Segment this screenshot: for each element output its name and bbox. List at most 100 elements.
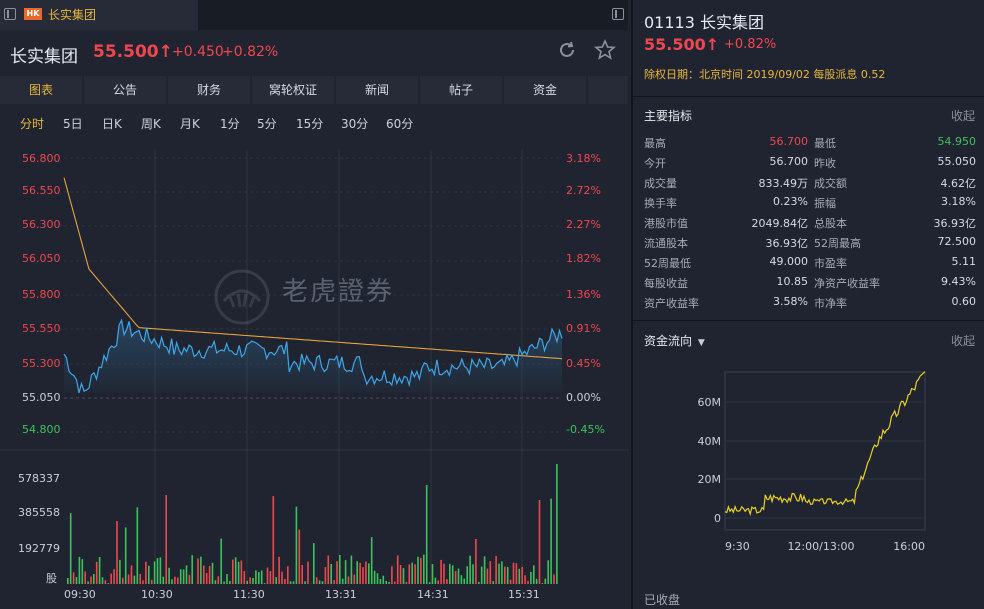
volume-bar [208, 566, 211, 584]
intraday-chart[interactable]: 老虎證券 56.800 56.550 56.300 56.050 55.800 … [0, 140, 628, 609]
volume-bar [399, 565, 402, 584]
tab-warrants[interactable]: 窝轮权证 [252, 76, 334, 104]
stock-price: 55.500↑ [93, 42, 173, 62]
volume-bar [544, 578, 547, 584]
volume-bar [440, 559, 442, 584]
volume-bar [556, 464, 558, 584]
volume-bar [373, 570, 376, 584]
indicator-label: 振幅 [814, 197, 836, 210]
refresh-icon[interactable] [557, 40, 577, 60]
volume-bar [469, 555, 471, 584]
indicator-value: 10.85 [776, 275, 809, 288]
volume-bar [200, 556, 202, 584]
volume-bar [501, 561, 503, 584]
pct-tick: 2.27% [566, 218, 601, 231]
volume-bar [142, 580, 144, 584]
fund-flow-title[interactable]: 资金流向 ▼ [644, 332, 705, 349]
period-1m[interactable]: 1分 [220, 117, 240, 131]
volume-bar [547, 560, 549, 584]
period-15m[interactable]: 15分 [296, 117, 324, 131]
period-5m[interactable]: 5分 [257, 117, 277, 131]
pct-tick: 0.45% [566, 357, 601, 370]
indicator-value: 3.18% [941, 195, 976, 208]
indicator-value: 55.050 [937, 155, 977, 168]
volume-bar [434, 577, 437, 584]
indicator-label: 港股市值 [644, 217, 688, 230]
period-intraday[interactable]: 分时 [20, 117, 45, 131]
time-tick: 11:30 [233, 588, 265, 601]
tab-announcements[interactable]: 公告 [84, 76, 166, 104]
quote-panel: 01113 长实集团 55.500↑ +0.82% 除权日期：北京时间 2019… [631, 0, 984, 609]
volume-bar [182, 569, 185, 584]
volume-bar [289, 581, 292, 584]
indicator-value: 2049.84亿 [751, 217, 809, 230]
volume-bar [515, 563, 518, 584]
volume-bar [148, 565, 150, 584]
period-day[interactable]: 日K [102, 117, 122, 131]
indicator-value: 54.950 [937, 135, 977, 148]
flow-line [724, 371, 926, 517]
tab-news[interactable]: 新闻 [336, 76, 418, 104]
period-month[interactable]: 月K [180, 117, 200, 131]
volume-bar [258, 572, 260, 584]
volume-bar [281, 571, 283, 584]
volume-bar [411, 562, 413, 584]
price-tick: 56.050 [22, 252, 61, 265]
volume-bar [78, 556, 81, 584]
volume-bar [451, 565, 454, 584]
volume-bar [278, 556, 280, 584]
volume-bar [159, 557, 162, 584]
fund-flow-collapse-button[interactable]: 收起 [951, 334, 976, 348]
indicator-value: 3.58% [773, 295, 808, 308]
volume-bar [475, 539, 477, 584]
volume-bar [492, 581, 494, 584]
flow-x-tick: 12:00/13:00 [787, 540, 854, 553]
tab-title: 长实集团 [48, 8, 97, 22]
volume-bar [179, 569, 182, 584]
indicator-label: 今开 [644, 157, 666, 170]
tab-posts[interactable]: 帖子 [420, 76, 502, 104]
stock-change-pct: +0.82% [222, 44, 279, 60]
volume-bar [417, 556, 419, 584]
period-30m[interactable]: 30分 [341, 117, 369, 131]
volume-bar [95, 561, 98, 584]
volume-bar [234, 557, 237, 584]
period-week[interactable]: 周K [141, 117, 161, 131]
volume-bar [428, 582, 431, 584]
tab-financials[interactable]: 财务 [168, 76, 250, 104]
tab-more[interactable] [588, 76, 628, 104]
indicator-label: 总股本 [814, 217, 847, 230]
period-5d[interactable]: 5日 [63, 117, 83, 131]
volume-bar [449, 563, 451, 584]
stock-header: 长实集团 55.500↑ +0.450 +0.82% [0, 30, 628, 72]
volume-bar [203, 565, 205, 584]
volume-bar [550, 498, 552, 584]
volume-bar [249, 577, 251, 584]
volume-bar [498, 563, 500, 584]
volume-bar [457, 568, 460, 584]
volume-bar [466, 566, 468, 584]
indicator-label: 流通股本 [644, 237, 688, 250]
tab-stock[interactable]: HK 长实集团 [0, 0, 198, 30]
volume-bar [538, 500, 541, 584]
period-60m[interactable]: 60分 [386, 117, 414, 131]
time-tick: 09:30 [64, 588, 96, 601]
period-selector: 分时 5日 日K 周K 月K 1分 5分 15分 30分 60分 [0, 110, 628, 136]
stock-name: 长实集团 [10, 47, 78, 67]
volume-bar [318, 580, 321, 584]
volume-bar [356, 561, 358, 584]
tab-chart[interactable]: 图表 [0, 76, 82, 104]
indicators-collapse-button[interactable]: 收起 [951, 109, 976, 123]
sidebar-toggle-icon[interactable] [4, 8, 16, 20]
quote-price: 55.500↑ [644, 35, 720, 54]
tab-funds[interactable]: 资金 [504, 76, 586, 104]
panel-toggle-icon[interactable] [612, 8, 624, 20]
volume-bar [240, 560, 243, 584]
volume-bar [425, 485, 428, 584]
indicator-value: 9.43% [941, 275, 976, 288]
divider [633, 320, 984, 321]
volume-bar [339, 555, 341, 584]
star-icon[interactable] [594, 39, 616, 61]
indicator-value: 833.49万 [758, 177, 809, 190]
price-line [63, 318, 563, 394]
